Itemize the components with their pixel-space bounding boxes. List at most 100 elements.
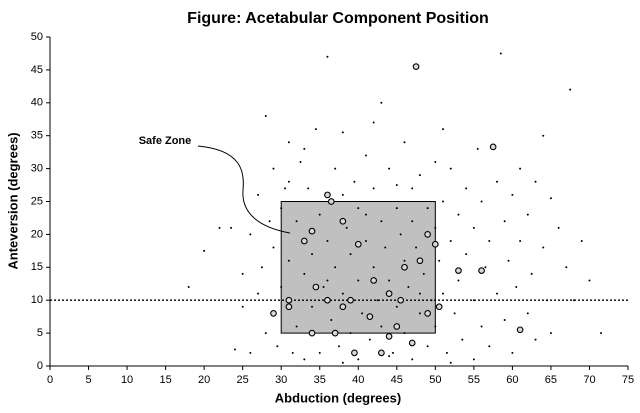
point [260, 266, 263, 269]
y-tick-label: 40 [31, 97, 43, 109]
point [380, 220, 383, 223]
x-tick-label: 30 [275, 374, 287, 386]
point [495, 292, 498, 295]
point [465, 187, 468, 190]
point [480, 325, 483, 328]
point [431, 240, 439, 248]
x-tick-label: 50 [429, 374, 441, 386]
point [285, 296, 293, 304]
point [318, 351, 321, 354]
point [324, 191, 331, 199]
point [472, 358, 475, 361]
point [416, 257, 424, 265]
point [364, 213, 367, 216]
point [353, 180, 356, 183]
point [434, 161, 437, 164]
point [324, 296, 331, 304]
point [424, 310, 431, 317]
y-tick-label: 15 [31, 261, 43, 273]
point [549, 332, 552, 335]
point [300, 237, 308, 245]
y-tick-label: 10 [31, 294, 43, 306]
point [276, 345, 279, 348]
point [249, 233, 252, 236]
point [411, 220, 414, 223]
point [546, 299, 549, 302]
point [393, 323, 401, 330]
point [388, 355, 391, 358]
point [368, 338, 371, 341]
point [270, 310, 277, 317]
point [534, 338, 537, 341]
x-tick-label: 45 [391, 374, 403, 386]
point [312, 283, 320, 291]
point [326, 239, 329, 242]
point [430, 299, 433, 302]
point [495, 180, 498, 183]
point [295, 220, 298, 223]
x-tick-label: 55 [468, 374, 480, 386]
y-tick-label: 25 [31, 195, 43, 207]
point [519, 167, 522, 170]
y-tick-label: 5 [37, 327, 43, 339]
point [408, 339, 416, 347]
point [511, 193, 514, 196]
point [330, 318, 333, 321]
point [349, 253, 352, 256]
point [580, 239, 583, 242]
annotation: Safe Zone [139, 135, 192, 147]
point [573, 299, 576, 302]
point [366, 313, 374, 321]
point [426, 345, 429, 348]
point [272, 167, 275, 170]
point [499, 52, 502, 55]
x-tick-label: 15 [159, 374, 171, 386]
y-axis-label: Anteversion (degrees) [5, 132, 20, 269]
point [357, 207, 360, 210]
point [401, 263, 408, 271]
point [395, 305, 398, 308]
point [412, 63, 420, 70]
point [334, 167, 337, 170]
point [403, 332, 406, 335]
point [526, 213, 529, 216]
point [557, 226, 560, 229]
point [426, 207, 429, 210]
point [388, 279, 391, 282]
point [311, 305, 314, 308]
point [339, 303, 347, 311]
point [291, 351, 294, 354]
y-tick-label: 45 [31, 64, 43, 76]
point [476, 147, 479, 150]
point [434, 226, 437, 229]
y-tick-label: 30 [31, 163, 43, 175]
annotation-curve [197, 145, 291, 234]
point [280, 207, 283, 210]
point [357, 279, 360, 282]
point [384, 246, 387, 249]
point [565, 266, 568, 269]
y-tick-label: 0 [37, 360, 43, 372]
point [461, 338, 464, 341]
point [303, 272, 306, 275]
point [507, 259, 510, 262]
point [424, 231, 431, 238]
point [241, 272, 244, 275]
point [326, 55, 329, 58]
y-tick-label: 20 [31, 228, 43, 240]
point [489, 143, 497, 151]
point [600, 332, 603, 335]
point [542, 246, 545, 249]
point [418, 312, 421, 315]
point [334, 266, 337, 269]
point [364, 154, 367, 157]
point [378, 349, 385, 357]
point [395, 207, 398, 210]
point [503, 220, 506, 223]
point [442, 200, 445, 203]
point [241, 305, 244, 308]
point [488, 345, 491, 348]
point [233, 348, 236, 351]
point [411, 187, 414, 190]
point [457, 279, 460, 282]
